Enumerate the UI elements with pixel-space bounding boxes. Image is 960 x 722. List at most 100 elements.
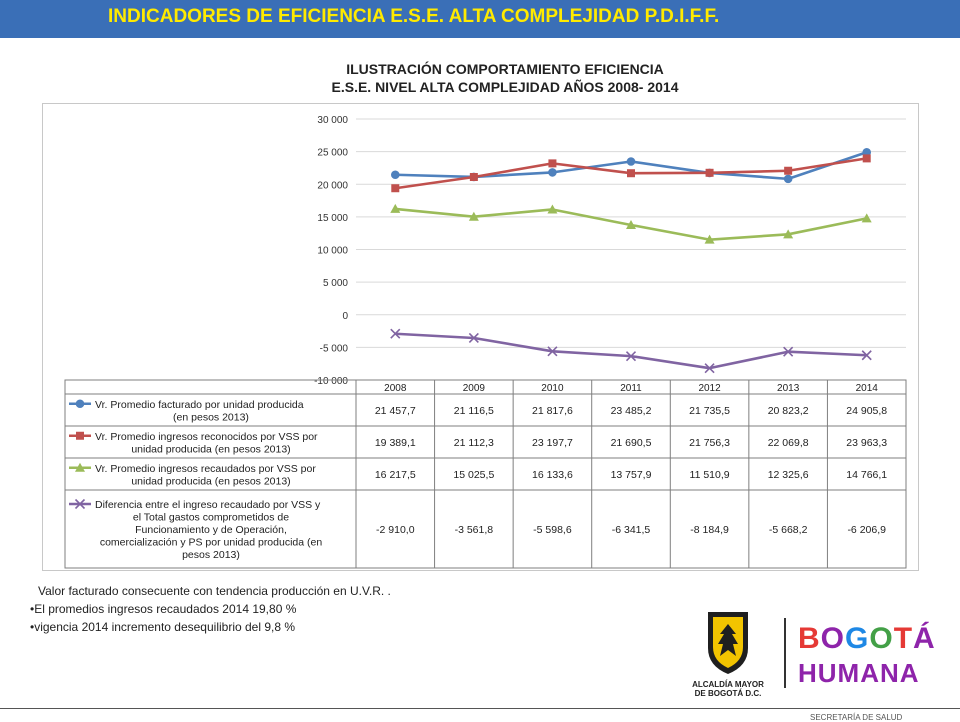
series-label: Vr. Promedio facturado por unidad produc… (95, 399, 304, 411)
chart-title-line1: ILUSTRACIÓN COMPORTAMIENTO EFICIENCIA (346, 61, 664, 77)
data-point (391, 184, 400, 193)
y-tick-label: 20 000 (317, 180, 348, 191)
legend-marker (75, 462, 85, 472)
data-point (548, 159, 557, 168)
note-2: •El promedios ingresos recaudados 2014 1… (30, 602, 297, 616)
notes: Valor facturado consecuente con tendenci… (30, 582, 391, 636)
legend-marker (74, 498, 86, 510)
table-cell: 22 069,8 (768, 437, 809, 449)
y-tick-label: 15 000 (317, 213, 348, 224)
table-cell: 12 325,6 (768, 469, 809, 481)
series-label: Funcionamiento y de Operación, (135, 524, 287, 536)
table-cell: 21 116,5 (454, 405, 494, 417)
table-cell: 21 817,6 (532, 405, 573, 417)
data-point (783, 229, 794, 239)
page-title: INDICADORES DE EFICIENCIA E.S.E. ALTA CO… (108, 6, 720, 27)
table-cell: 21 735,5 (689, 405, 730, 417)
series-label: unidad producida (en pesos 2013) (131, 475, 290, 487)
data-point (783, 174, 793, 184)
legend-marker (76, 431, 84, 440)
data-point (784, 166, 793, 175)
data-point (861, 350, 872, 361)
table-cell: -6 206,9 (847, 524, 886, 536)
y-tick-label: 0 (342, 311, 348, 322)
line-chart: 30 000 25 000 20 000 15 000 10 000 5 000 0 -5 0… (64, 115, 907, 569)
table-cell: 15 025,5 (453, 469, 494, 481)
table-cell: 23 485,2 (611, 405, 652, 417)
x-category-label: 2013 (777, 383, 800, 394)
alcaldia-line2: DE BOGOTÁ D.C. (695, 689, 762, 698)
x-category-label: 2008 (384, 383, 407, 394)
table-cell: 23 963,3 (846, 437, 887, 449)
data-point (390, 328, 401, 339)
series-label: pesos 2013) (182, 549, 240, 561)
data-point (468, 211, 479, 221)
x-category-label: 2014 (856, 383, 879, 394)
data-point (862, 154, 871, 163)
chart-title-line2: E.S.E. NIVEL ALTA COMPLEJIDAD AÑOS 2008-… (331, 79, 679, 95)
note-1: Valor facturado consecuente con tendenci… (38, 584, 391, 598)
series-label: el Total gastos comprometidos de (133, 512, 289, 524)
table-cell: 21 457,7 (375, 405, 416, 417)
table-cell: -2 910,0 (376, 524, 415, 536)
table-cell: 23 197,7 (532, 437, 573, 449)
data-point (704, 363, 715, 374)
footer-text: SECRETARÍA DE SALUD (810, 713, 903, 722)
chart-frame: 30 000 25 000 20 000 15 000 10 000 5 000 0 -5 0… (42, 103, 919, 571)
table-cell: -5 598,6 (533, 524, 572, 536)
x-category-label: 2010 (541, 383, 564, 394)
x-category-label: 2009 (463, 383, 486, 394)
data-point (705, 168, 714, 177)
table-cell: 16 217,5 (375, 469, 416, 481)
data-point (783, 346, 794, 357)
table-cell: 20 823,2 (768, 405, 809, 417)
data-point (704, 234, 715, 244)
table-cell: -3 561,8 (455, 524, 494, 536)
data-point (468, 332, 479, 344)
series-line (395, 332, 867, 370)
data-point (390, 170, 400, 180)
table-cell: -5 668,2 (769, 524, 808, 536)
x-category-label: 2011 (620, 383, 642, 394)
table-cell: 14 766,1 (846, 469, 887, 481)
y-tick-label: -5 000 (320, 343, 349, 354)
y-tick-label: 25 000 (317, 148, 348, 159)
logo-divider (784, 618, 786, 688)
logos: ALCALDÍA MAYOR DE BOGOTÁ D.C. BOGOTÁ HUM… (680, 600, 950, 700)
table-cell: -8 184,9 (690, 524, 729, 536)
series-label: unidad producida (en pesos 2013) (131, 443, 290, 455)
series-label: comercialización y PS por unidad produci… (100, 537, 323, 549)
table-cell: 11 510,9 (690, 469, 730, 481)
series-label: Vr. Promedio ingresos reconocidos por VS… (95, 431, 318, 443)
legend-marker (75, 399, 85, 409)
table-cell: -6 341,5 (612, 524, 651, 536)
series-label: Diferencia entre el ingreso recaudado po… (95, 499, 321, 511)
data-point (626, 219, 636, 229)
note-3: •vigencia 2014 incremento desequilibrio … (30, 620, 296, 634)
data-point (861, 213, 872, 223)
table-cell: 19 389,1 (375, 437, 416, 449)
data-point (547, 204, 558, 214)
x-category-label: 2012 (698, 383, 721, 394)
table-cell: 13 757,9 (611, 469, 652, 481)
y-tick-label: 30 000 (317, 115, 348, 126)
footer-divider (0, 708, 960, 709)
table-cell: 21 756,3 (689, 437, 730, 449)
data-point (390, 203, 401, 213)
y-tick-label: 10 000 (317, 246, 348, 257)
y-tick-label: -10 000 (314, 376, 348, 387)
humana-logo-text: HUMANA (798, 658, 920, 688)
header-banner: INDICADORES DE EFICIENCIA E.S.E. ALTA CO… (0, 0, 960, 38)
series-label: Vr. Promedio ingresos recaudados por VSS… (95, 463, 316, 475)
data-point (627, 169, 635, 178)
data-point (547, 346, 558, 357)
data-point (626, 157, 636, 166)
alcaldia-line1: ALCALDÍA MAYOR (692, 680, 764, 689)
data-point (625, 351, 637, 362)
table-cell: 24 905,8 (846, 405, 887, 417)
y-tick-label: 5 000 (323, 278, 348, 289)
table-cell: 21 690,5 (611, 437, 652, 449)
data-point (469, 172, 478, 181)
alcaldia-shield-icon (708, 612, 748, 674)
data-point (548, 168, 557, 177)
